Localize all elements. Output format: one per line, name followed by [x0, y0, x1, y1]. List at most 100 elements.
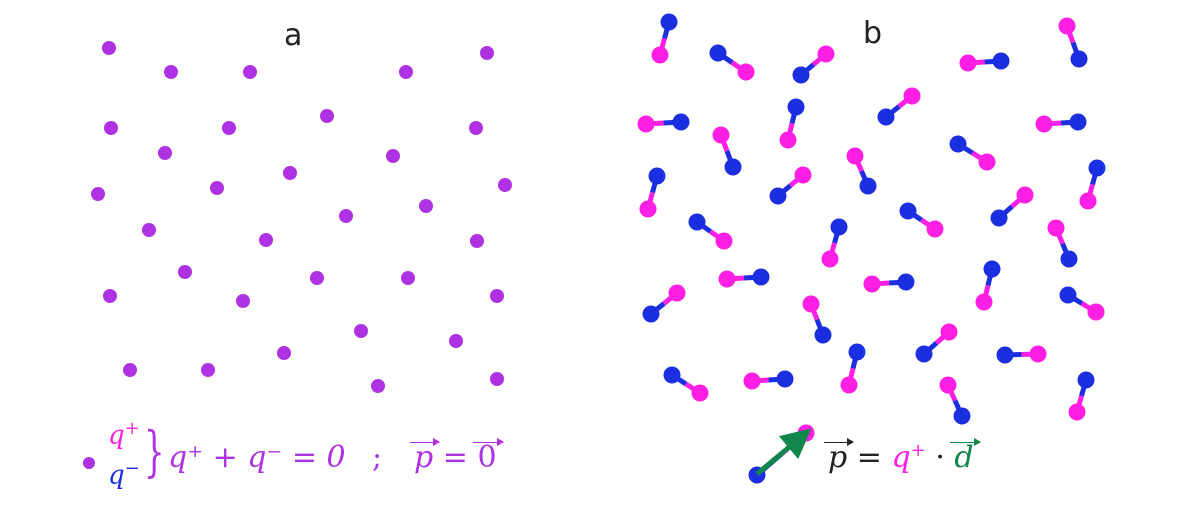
neutral-charge — [164, 65, 178, 79]
neutral-charge — [470, 234, 484, 248]
negative-charge — [724, 158, 742, 176]
positive-charge — [821, 250, 839, 268]
negative-charge — [1059, 286, 1077, 304]
dipole — [779, 98, 805, 149]
positive-charge — [691, 384, 709, 402]
positive-charge — [802, 295, 820, 313]
neutral-charge — [386, 149, 400, 163]
negative-charge — [1060, 250, 1078, 268]
negative-charge — [1088, 159, 1106, 177]
negative-charge — [672, 113, 690, 131]
negative-charge — [996, 346, 1014, 364]
negative-charge — [814, 326, 832, 344]
dipole — [821, 218, 848, 268]
dipole — [840, 343, 866, 394]
negative-charge — [752, 268, 770, 286]
positive-charge — [712, 126, 730, 144]
positive-charge — [926, 220, 944, 238]
negative-charge — [953, 407, 971, 425]
neutral-charge — [259, 233, 273, 247]
neutral-charge — [123, 363, 137, 377]
neutral-charge — [339, 209, 353, 223]
neutral-charge — [91, 187, 105, 201]
dipole — [1059, 286, 1105, 321]
dipole — [663, 366, 709, 402]
dipole — [863, 273, 915, 293]
dipole — [712, 126, 742, 176]
dipole — [877, 87, 921, 126]
dipole — [959, 52, 1010, 72]
neutral-charge — [201, 363, 215, 377]
neutral-charge — [399, 65, 413, 79]
dipole — [1079, 159, 1106, 210]
neutral-charge — [401, 271, 415, 285]
dipole — [996, 345, 1047, 364]
negative-charge — [983, 260, 1001, 278]
legend-neutral-charge — [83, 457, 95, 469]
positive-charge — [794, 166, 812, 184]
dipole — [639, 167, 666, 218]
positive-charge — [939, 376, 957, 394]
dipole — [642, 284, 686, 323]
neutral-charge — [354, 324, 368, 338]
positive-charge — [1079, 192, 1097, 210]
positive-charge — [817, 45, 835, 63]
neutral-charge — [102, 41, 116, 55]
neutral-charge — [236, 294, 250, 308]
charge-sum-equation: q⁺ + q⁻ = 0 — [168, 440, 346, 475]
positive-charge — [1068, 403, 1086, 421]
positive-charge — [846, 147, 864, 165]
positive-charge — [1016, 186, 1034, 204]
negative-charge — [897, 273, 915, 291]
positive-charge — [737, 63, 755, 81]
negative-charge — [992, 52, 1010, 70]
positive-charge — [840, 376, 858, 394]
dipole — [1047, 219, 1078, 268]
dipole-vector-arrow — [755, 428, 812, 476]
positive-charge — [959, 54, 977, 72]
negative-charge — [787, 98, 805, 116]
dipole — [651, 13, 678, 64]
neutral-charge — [210, 181, 224, 195]
dipole — [846, 147, 877, 195]
dipole — [1068, 371, 1095, 421]
neutral-charge — [283, 166, 297, 180]
negative-charge — [1070, 50, 1088, 68]
dipole — [769, 166, 812, 205]
negative-charge — [688, 213, 706, 231]
positive-charge — [743, 372, 761, 390]
neutral-charge — [104, 121, 118, 135]
neutral-charge — [142, 223, 156, 237]
negative-charge — [776, 370, 794, 388]
q-plus-label: q+ — [108, 418, 140, 451]
neutral-charge — [469, 121, 483, 135]
neutral-charge — [419, 199, 433, 213]
negative-charge — [663, 366, 681, 384]
neutral-charge — [277, 346, 291, 360]
neutral-charge — [490, 372, 504, 386]
dipole — [792, 45, 835, 84]
positive-charge — [978, 153, 996, 171]
negative-charge — [1077, 371, 1095, 389]
positive-charge — [1029, 345, 1047, 363]
neutral-charge — [480, 46, 494, 60]
negative-charge — [1069, 113, 1087, 131]
negative-charge — [642, 305, 660, 323]
negative-charge — [792, 66, 810, 84]
dipole — [709, 44, 755, 81]
neutral-charge — [178, 265, 192, 279]
negative-charge — [660, 13, 678, 31]
positive-charge — [715, 232, 733, 250]
positive-charge — [651, 46, 669, 64]
positive-charge — [940, 323, 958, 341]
negative-charge — [709, 44, 727, 62]
negative-charge — [877, 108, 895, 126]
positive-charge — [779, 131, 797, 149]
neutral-charge — [310, 271, 324, 285]
neutral-charge — [158, 146, 172, 160]
neutral-charge — [498, 178, 512, 192]
negative-charge — [990, 209, 1008, 227]
dipole — [1058, 17, 1088, 68]
dipole — [1035, 113, 1087, 133]
